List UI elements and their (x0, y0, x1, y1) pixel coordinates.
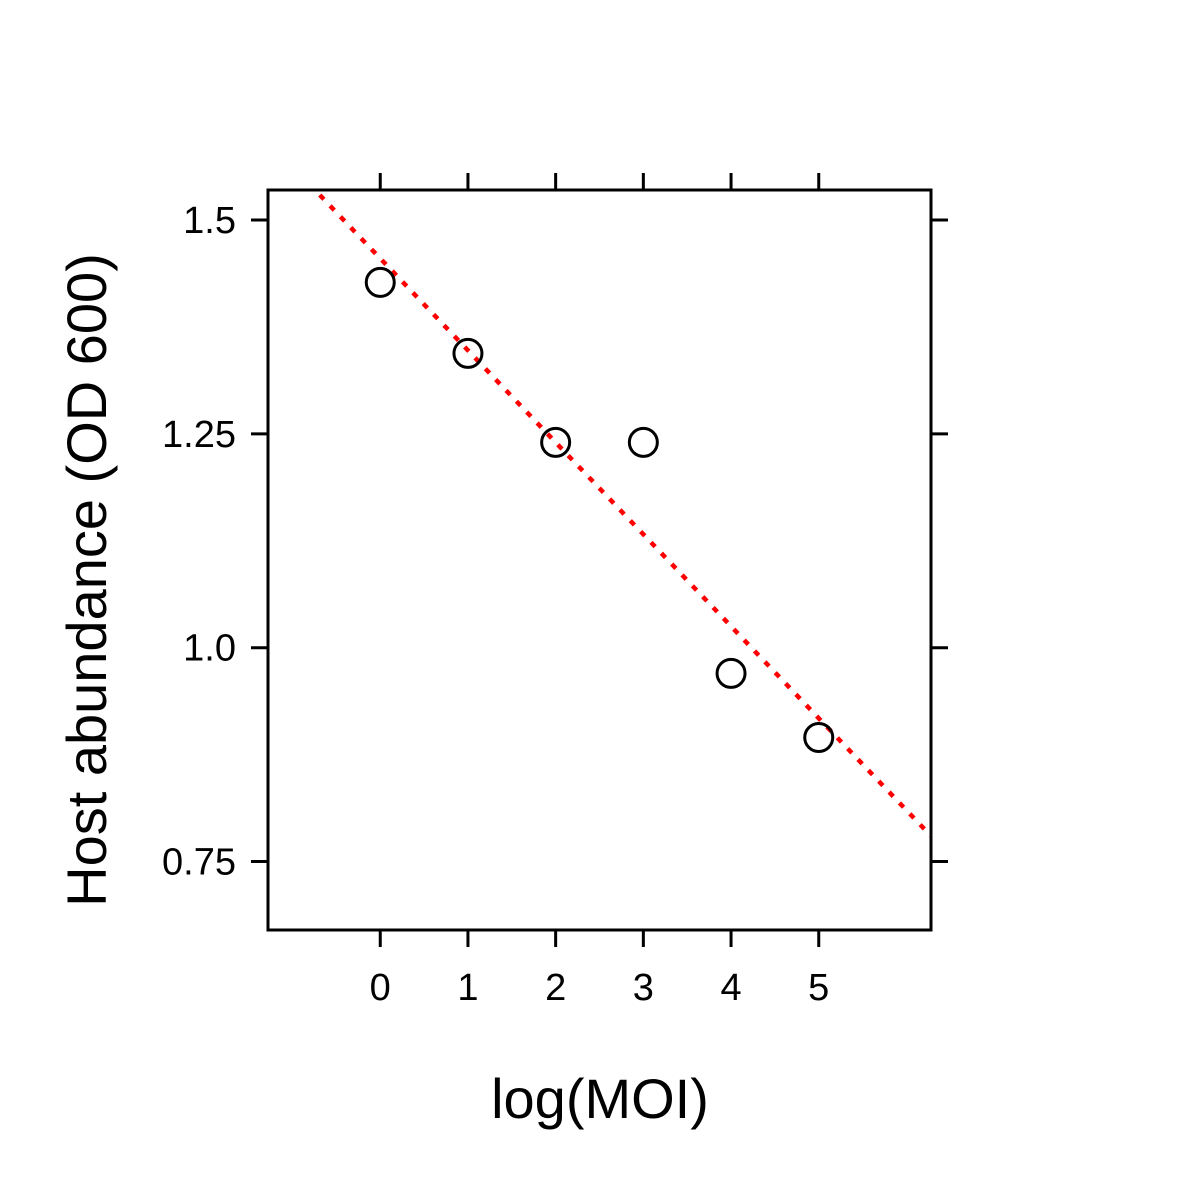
y-tick-label: 1.5 (183, 200, 236, 242)
data-point (627, 426, 659, 458)
x-axis-title: log(MOI) (491, 1067, 709, 1130)
x-tick-label: 0 (370, 967, 391, 1009)
fit-line (311, 190, 931, 838)
data-point (540, 426, 572, 458)
y-tick-label: 1.25 (162, 414, 236, 456)
x-tick-label: 5 (808, 967, 829, 1009)
data-point (364, 266, 396, 298)
y-tick-label: 1.0 (183, 628, 236, 670)
plot-frame (266, 188, 933, 932)
x-tick-label: 1 (457, 967, 478, 1009)
y-tick-label: 0.75 (162, 842, 236, 884)
data-point (452, 337, 484, 369)
data-point (803, 722, 835, 754)
y-axis-title: Host abundance (OD 600) (55, 253, 118, 907)
x-tick-label: 3 (633, 967, 654, 1009)
x-tick-label: 2 (545, 967, 566, 1009)
x-tick-label: 4 (720, 967, 741, 1009)
data-point (715, 657, 747, 689)
